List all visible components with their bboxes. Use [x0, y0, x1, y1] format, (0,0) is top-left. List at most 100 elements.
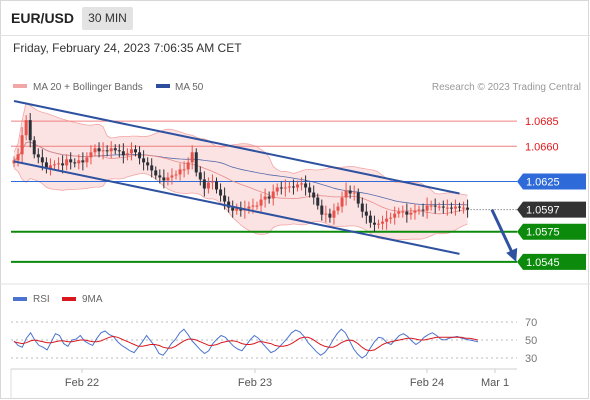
candle-body	[437, 206, 441, 208]
candle-body	[235, 207, 239, 211]
rsi-ma-legend-swatch	[62, 297, 76, 301]
candle-body	[255, 205, 259, 207]
legend: MA 20 + Bollinger Bands MA 50 Research ©…	[13, 82, 581, 93]
last-price-label: 1.0597	[526, 205, 560, 217]
candle-body	[190, 152, 194, 163]
candle-body	[279, 187, 283, 189]
rsi-ma-legend-label: 9MA	[82, 294, 103, 305]
candle-body	[368, 215, 372, 223]
candle-body	[129, 149, 133, 154]
x-tick-label: Feb 24	[410, 377, 444, 389]
key-levels	[11, 120, 517, 263]
candle-body	[421, 209, 425, 211]
candle-body	[409, 212, 413, 215]
candle-body	[125, 153, 129, 156]
ma20-bb-legend-swatch	[13, 84, 27, 88]
candle-body	[385, 218, 389, 222]
candle-body	[61, 163, 65, 166]
level-tag-support	[517, 253, 586, 270]
candle-body	[16, 154, 20, 161]
candle-body	[198, 172, 202, 180]
candle-body	[348, 190, 352, 194]
candle-body	[381, 221, 385, 224]
candle-body	[389, 217, 393, 219]
bollinger-band-fill	[14, 102, 468, 240]
candle-body	[48, 165, 52, 169]
x-axis: Feb 22 Feb 23 Feb 24 Mar 1	[65, 369, 509, 389]
candle-body	[20, 135, 24, 155]
symbol-title: EUR/USD	[11, 10, 75, 26]
level-label-pivot: 1.0625	[526, 176, 560, 188]
level-tag-pivot	[517, 173, 586, 190]
candle-body	[453, 206, 457, 209]
candle-body	[251, 205, 255, 207]
candle-body	[364, 211, 368, 216]
candle-body	[85, 157, 89, 163]
level-label-resistance: 1.0660	[525, 141, 559, 153]
candle-body	[417, 209, 421, 211]
timeframe-badge[interactable]: 30 MIN	[82, 7, 133, 30]
candle-body	[215, 181, 218, 190]
candle-body	[372, 222, 376, 225]
candle-body	[336, 206, 340, 211]
candle-body	[377, 223, 380, 225]
candle-body	[445, 207, 449, 209]
candle-body	[231, 207, 235, 211]
candle-body	[259, 199, 263, 206]
candle-body	[405, 211, 409, 215]
candlesticks	[12, 113, 470, 232]
candle-body	[44, 162, 48, 169]
candle-body	[291, 186, 295, 188]
candle-body	[324, 213, 328, 215]
candle-body	[206, 182, 210, 189]
candle-body	[304, 183, 308, 188]
rsi-grid: 70 50 30	[11, 317, 537, 365]
rsi-ma-line	[13, 335, 479, 352]
candle-body	[263, 196, 267, 200]
rsi-tick-label: 30	[525, 353, 537, 365]
candle-body	[36, 154, 40, 158]
candle-body	[296, 184, 299, 188]
candle-body	[352, 192, 356, 194]
level-label-support: 1.0575	[526, 227, 560, 239]
channel-upper-line	[13, 100, 460, 195]
candle-body	[32, 140, 36, 155]
rsi-legend-swatch	[13, 297, 27, 301]
candle-body	[433, 205, 437, 207]
candle-body	[308, 187, 312, 193]
credit-text: Research © 2023 Trading Central	[432, 82, 581, 93]
rsi-line	[13, 328, 479, 359]
candle-body	[166, 177, 170, 181]
candle-body	[138, 152, 142, 159]
candle-body	[328, 213, 332, 218]
candle-body	[105, 150, 109, 152]
candle-body	[320, 205, 324, 215]
ma20-bb-legend-label: MA 20 + Bollinger Bands	[33, 82, 143, 93]
candle-body	[81, 160, 85, 163]
candle-body	[466, 207, 470, 210]
chart-header: EUR/USD 30 MIN	[0, 0, 590, 36]
x-tick-label: Feb 23	[238, 377, 272, 389]
candle-body	[182, 169, 186, 171]
candle-body	[178, 169, 182, 175]
candle-body	[53, 164, 56, 166]
candle-body	[332, 210, 336, 218]
candle-body	[174, 174, 178, 176]
candle-body	[210, 181, 214, 183]
candle-body	[65, 159, 69, 166]
candle-body	[162, 177, 166, 181]
forecast-arrow-shaft	[490, 208, 515, 256]
x-tick-label: Feb 22	[65, 377, 99, 389]
candle-body	[275, 187, 279, 192]
candle-body	[219, 189, 223, 196]
rsi-tick-label: 70	[525, 317, 537, 329]
candle-body	[316, 197, 320, 206]
candle-body	[121, 151, 125, 156]
candle-body	[158, 175, 162, 178]
candle-body	[340, 197, 344, 207]
forecast-arrow-head	[506, 247, 518, 262]
candle-body	[40, 157, 44, 163]
candle-body	[449, 207, 453, 209]
